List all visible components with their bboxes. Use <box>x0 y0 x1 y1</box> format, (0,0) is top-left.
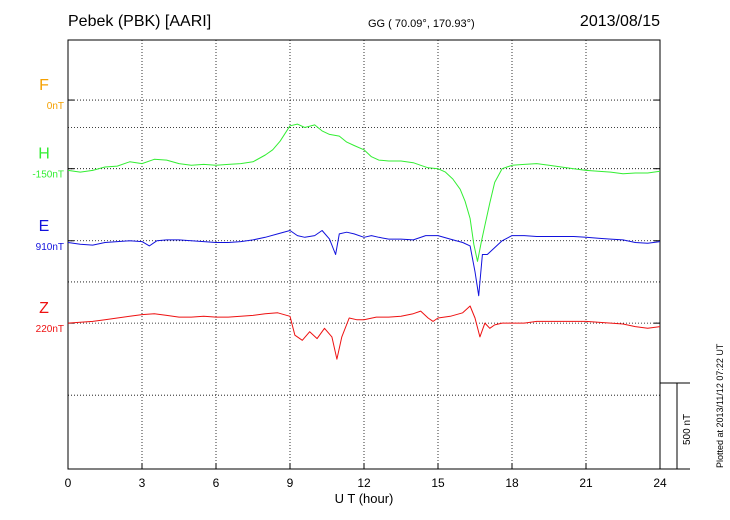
series-offset-h: -150nT <box>32 170 64 181</box>
series-name-h: H <box>38 146 50 163</box>
x-axis-label: U T (hour) <box>335 491 394 506</box>
series-labels: F 0nT H -150nT E 910nT Z 220nT <box>32 77 64 335</box>
series-name-e: E <box>39 218 50 235</box>
x-tick-label: 0 <box>65 476 72 490</box>
plotted-timestamp: Plotted at 2013/11/12 07:22 UT <box>715 343 725 468</box>
x-tick-label: 3 <box>139 476 146 490</box>
scale-label: 500 nT <box>682 414 693 445</box>
grid-lines <box>68 40 660 469</box>
series-offset-z: 220nT <box>36 324 64 335</box>
series-line-z <box>67 305 661 360</box>
x-tick-label: 18 <box>505 476 519 490</box>
x-tick-label: 6 <box>213 476 220 490</box>
geo-coords: GG ( 70.09°, 170.93°) <box>368 18 475 30</box>
x-tick-label: 15 <box>431 476 445 490</box>
series-offset-e: 910nT <box>36 242 64 253</box>
plot-frame <box>67 39 661 470</box>
scale-bar: 500 nT <box>660 382 693 470</box>
plot-date: 2013/08/15 <box>580 13 660 30</box>
x-axis-ticks: 0 3 6 9 12 15 18 21 24 <box>65 463 667 490</box>
x-tick-label: 9 <box>287 476 294 490</box>
series-name-f: F <box>39 77 49 94</box>
series-line-h <box>67 123 661 262</box>
series-lines <box>67 123 661 360</box>
x-tick-label: 21 <box>579 476 593 490</box>
series-name-z: Z <box>39 300 49 317</box>
x-tick-label: 24 <box>653 476 667 490</box>
series-offset-f: 0nT <box>47 101 64 112</box>
series-line-e <box>67 230 661 297</box>
x-tick-label: 12 <box>357 476 371 490</box>
station-title: Pebek (PBK) [AARI] <box>68 13 211 30</box>
